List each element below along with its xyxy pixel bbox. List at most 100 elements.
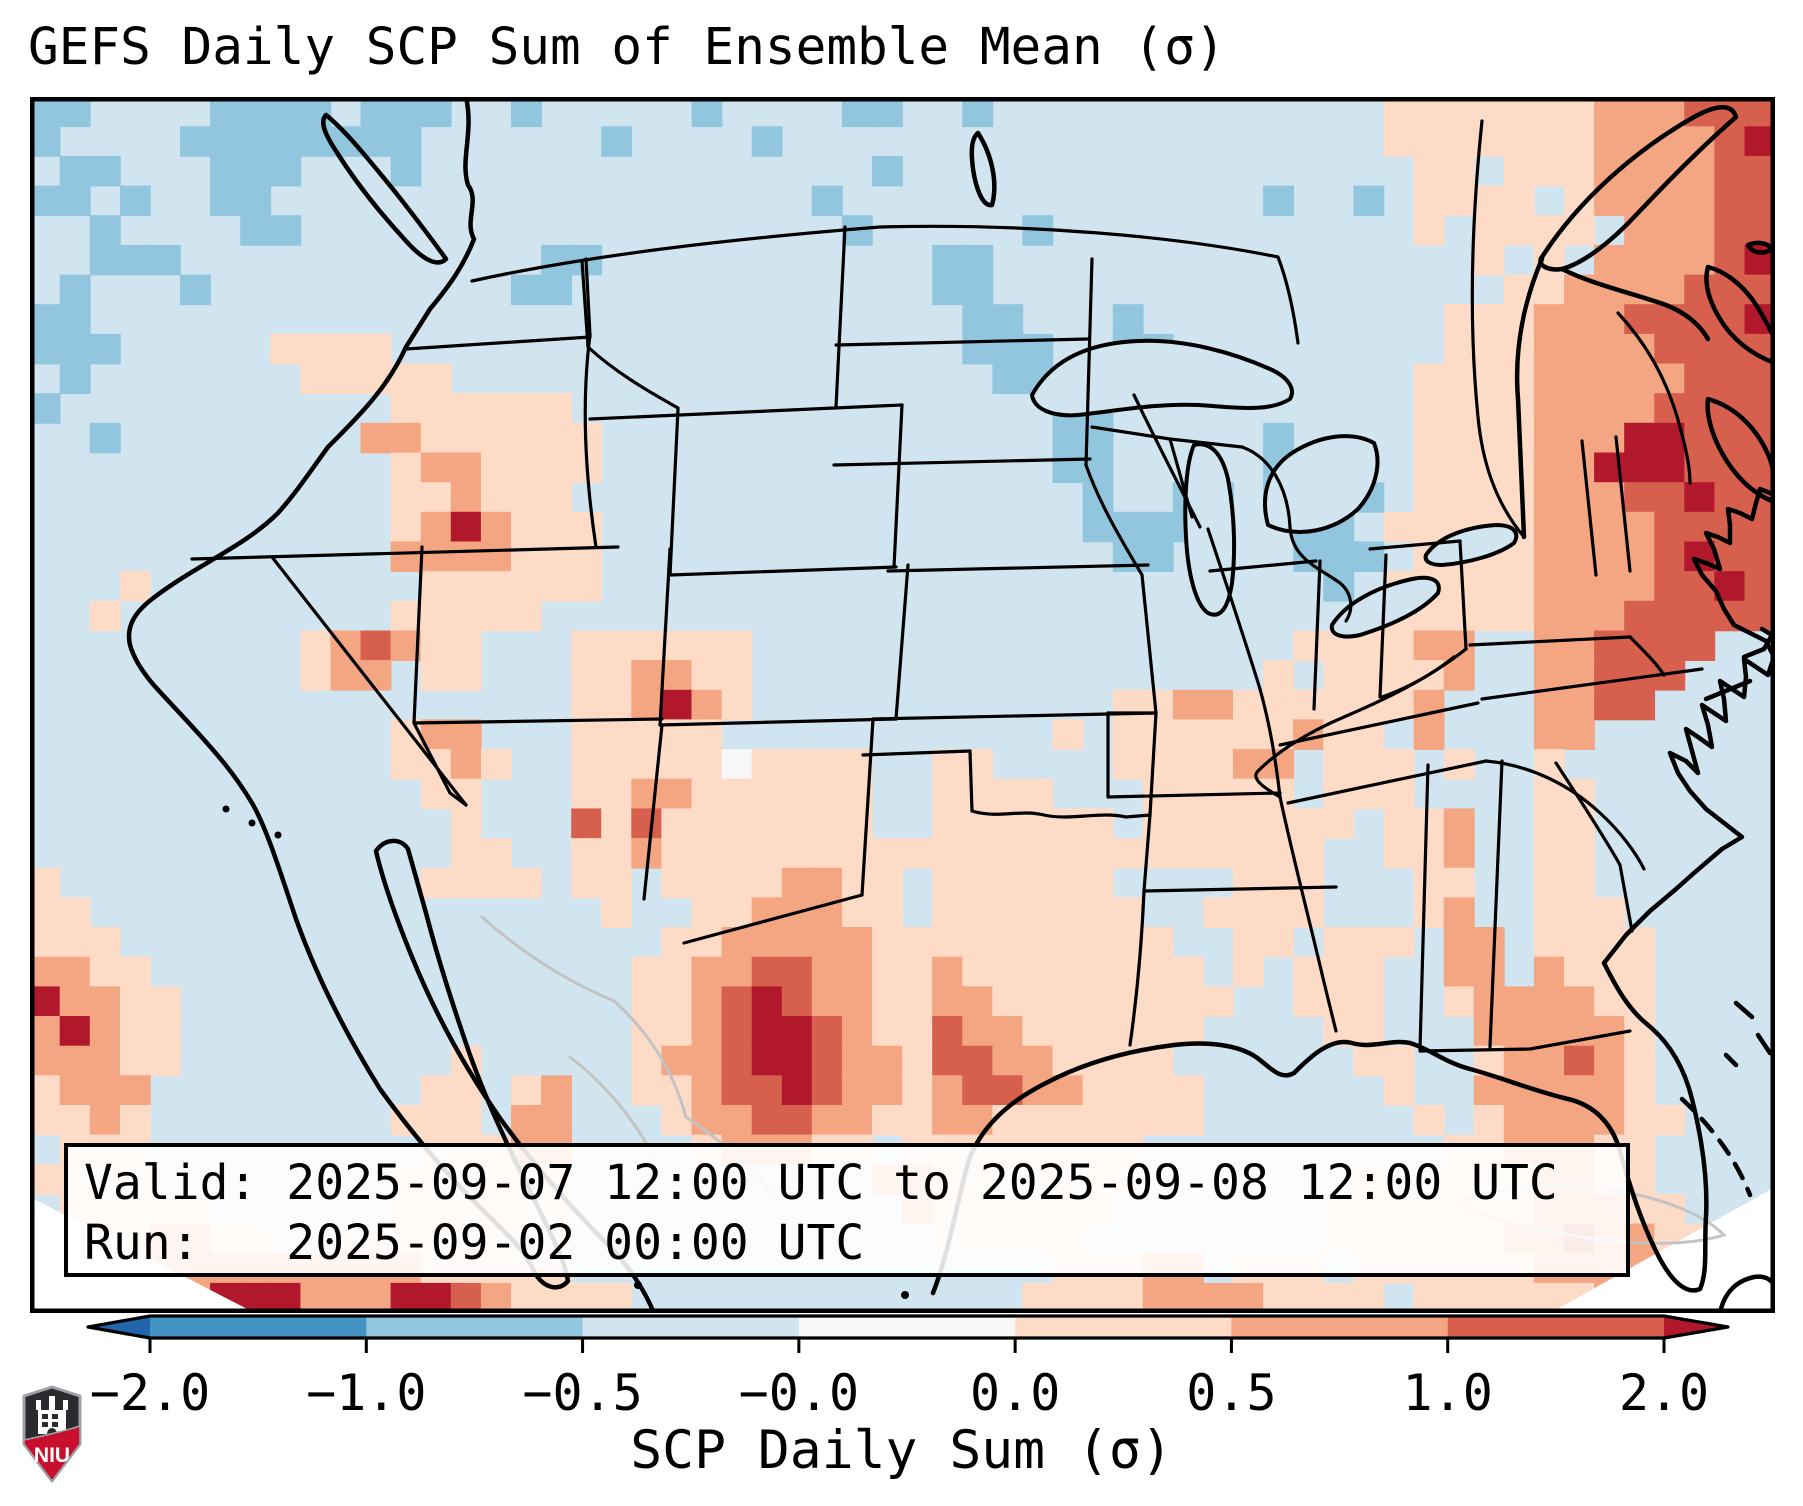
heatmap-cell [962, 867, 994, 899]
heatmap-cell [721, 1045, 753, 1077]
state-borders [190, 119, 1704, 1053]
heatmap-cell [751, 808, 783, 839]
projection-wedge-right [1550, 1187, 1775, 1313]
heatmap-cell [691, 808, 723, 839]
heatmap-cell [1112, 1016, 1144, 1047]
heatmap-cell [59, 274, 91, 306]
heatmap-cell [601, 1282, 633, 1313]
heatmap-cell [30, 304, 61, 335]
heatmap-cell [119, 956, 151, 988]
heatmap-cell [992, 1045, 1024, 1077]
heatmap-cell [1323, 660, 1355, 691]
heatmap-cell [300, 1282, 332, 1313]
heatmap-cell [119, 185, 151, 217]
heatmap-cell [872, 1075, 903, 1106]
heatmap-cell [390, 600, 422, 632]
heatmap-cell [1503, 1282, 1535, 1313]
heatmap-cell [1594, 1045, 1625, 1077]
heatmap-cell [511, 393, 542, 424]
heatmap-cell [390, 97, 422, 128]
heatmap-cell [721, 838, 753, 869]
heatmap-cell [811, 808, 843, 839]
heatmap-cell [480, 393, 512, 424]
heatmap-cell [841, 927, 873, 958]
heatmap-cell [1413, 185, 1445, 217]
heatmap-cell [420, 452, 452, 483]
heatmap-cell [1564, 1045, 1595, 1077]
heatmap-cell [210, 126, 241, 157]
heatmap-cell [59, 1075, 91, 1106]
colorbar-segment [150, 1316, 367, 1338]
heatmap-cell [1564, 393, 1595, 424]
heatmap-cell [1624, 244, 1656, 276]
heatmap-cell [300, 333, 332, 365]
heatmap-cell [420, 630, 452, 661]
heatmap-cell [1473, 333, 1505, 365]
heatmap-cell [1112, 897, 1144, 928]
heatmap-cell [932, 927, 964, 958]
heatmap-cell [1233, 956, 1264, 988]
colorbar-under-arrow [88, 1316, 150, 1338]
heatmap-cell [1353, 927, 1385, 958]
heatmap-cell [360, 630, 392, 661]
st-lawrence-river [1514, 256, 1545, 540]
figure-title: GEFS Daily SCP Sum of Ensemble Mean (σ) [28, 18, 1226, 77]
heatmap-cell [1533, 719, 1565, 750]
heatmap-cell [1082, 927, 1114, 958]
heatmap-cell [1413, 808, 1445, 839]
heatmap-cell [1052, 719, 1084, 750]
heatmap-cell [1413, 897, 1445, 928]
info-valid-line: Valid: 2025-09-07 12:00 UTC to 2025-09-0… [84, 1155, 1558, 1211]
heatmap-cell [1564, 571, 1595, 602]
heatmap-cell [1353, 749, 1385, 780]
heatmap-cell [1503, 126, 1535, 157]
heatmap-cell [1263, 422, 1294, 454]
heatmap-cell [1594, 541, 1625, 572]
heatmap-cell [1052, 867, 1084, 899]
heatmap-cell [571, 778, 603, 810]
heatmap-cell [1624, 1105, 1656, 1136]
heatmap-cell [992, 1016, 1024, 1047]
heatmap-cell [841, 838, 873, 869]
heatmap-cell [1413, 452, 1445, 483]
heatmap-cell [1112, 1075, 1144, 1106]
heatmap-cell [420, 778, 452, 810]
heatmap-cell [480, 867, 512, 899]
map-heatmap-svg [30, 97, 1775, 1313]
heatmap-cell [631, 1075, 663, 1106]
heatmap-cell [1443, 393, 1475, 424]
heatmap-cell [59, 986, 91, 1017]
heatmap-cell [360, 126, 392, 157]
heatmap-cell [691, 927, 723, 958]
heatmap-cell [1052, 927, 1084, 958]
colorbar-label: SCP Daily Sum (σ) [630, 1420, 1173, 1481]
heatmap-cell [1203, 689, 1234, 721]
heatmap-cell [450, 393, 482, 424]
heatmap-cell [1654, 363, 1686, 394]
heatmap-cell [811, 1075, 843, 1106]
heatmap-cell [872, 986, 903, 1017]
heatmap-cell [932, 867, 964, 899]
heatmap-cell [1503, 571, 1535, 602]
heatmap-cell [902, 1105, 933, 1136]
heatmap-cell [270, 126, 302, 157]
heatmap-cell [1082, 986, 1114, 1017]
heatmap-cell [1142, 956, 1174, 988]
heatmap-cell [1654, 333, 1686, 365]
heatmap-cell [1172, 719, 1204, 750]
heatmap-cell [962, 956, 994, 988]
heatmap-cell [781, 986, 813, 1017]
heatmap-cell [1052, 897, 1084, 928]
heatmap-cell [1624, 422, 1656, 454]
heatmap-cell [1112, 689, 1144, 721]
heatmap-cell [1624, 393, 1656, 424]
heatmap-cell [450, 511, 482, 543]
heatmap-cell [1654, 1105, 1686, 1136]
heatmap-cell [1443, 155, 1475, 187]
heatmap-cell [270, 1282, 302, 1313]
info-run-line: Run: 2025-09-02 00:00 UTC [84, 1215, 865, 1271]
heatmap-cell [1022, 986, 1054, 1017]
heatmap-cell [1383, 630, 1415, 661]
heatmap-cell [30, 333, 61, 365]
heatmap-cell [1172, 838, 1204, 869]
